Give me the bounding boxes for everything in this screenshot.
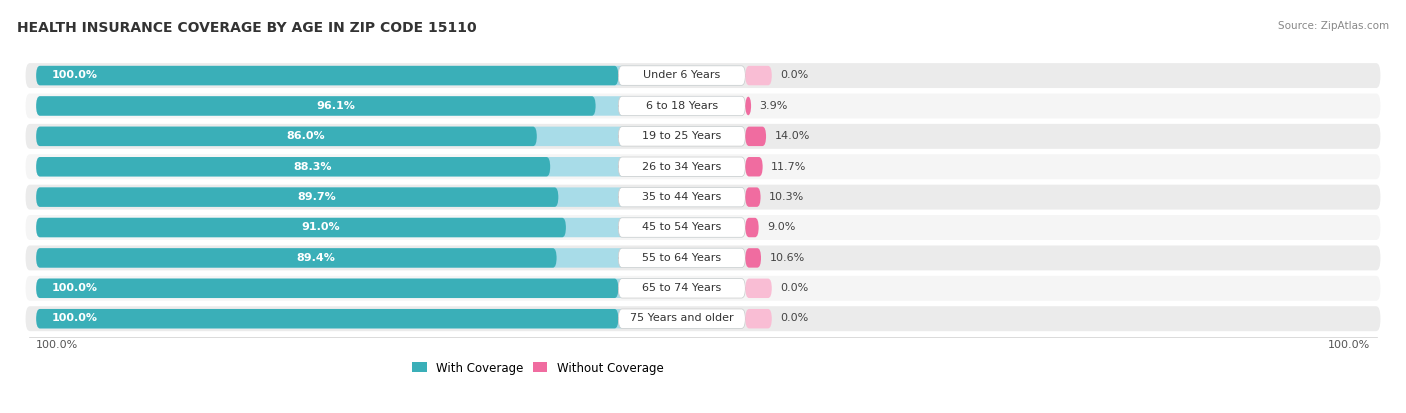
- FancyBboxPatch shape: [25, 64, 1381, 89]
- FancyBboxPatch shape: [37, 249, 745, 268]
- Text: 100.0%: 100.0%: [52, 70, 98, 80]
- FancyBboxPatch shape: [37, 66, 745, 86]
- Legend: With Coverage, Without Coverage: With Coverage, Without Coverage: [408, 356, 668, 379]
- FancyBboxPatch shape: [37, 188, 558, 207]
- FancyBboxPatch shape: [37, 127, 537, 147]
- Text: 88.3%: 88.3%: [294, 161, 332, 171]
- FancyBboxPatch shape: [745, 309, 772, 329]
- FancyBboxPatch shape: [745, 127, 766, 147]
- Text: 3.9%: 3.9%: [759, 100, 787, 111]
- FancyBboxPatch shape: [37, 188, 745, 207]
- FancyBboxPatch shape: [37, 127, 745, 147]
- FancyBboxPatch shape: [37, 97, 596, 116]
- FancyBboxPatch shape: [25, 306, 1381, 331]
- Text: 100.0%: 100.0%: [37, 339, 79, 349]
- Text: HEALTH INSURANCE COVERAGE BY AGE IN ZIP CODE 15110: HEALTH INSURANCE COVERAGE BY AGE IN ZIP …: [17, 21, 477, 35]
- FancyBboxPatch shape: [745, 158, 762, 177]
- FancyBboxPatch shape: [745, 249, 761, 268]
- FancyBboxPatch shape: [37, 158, 550, 177]
- FancyBboxPatch shape: [37, 309, 745, 329]
- FancyBboxPatch shape: [745, 188, 761, 207]
- FancyBboxPatch shape: [25, 94, 1381, 119]
- Text: 0.0%: 0.0%: [780, 70, 808, 80]
- FancyBboxPatch shape: [619, 127, 745, 147]
- Text: 91.0%: 91.0%: [301, 222, 340, 232]
- FancyBboxPatch shape: [619, 279, 745, 298]
- Text: 14.0%: 14.0%: [775, 131, 810, 141]
- FancyBboxPatch shape: [619, 218, 745, 237]
- FancyBboxPatch shape: [25, 155, 1381, 180]
- FancyBboxPatch shape: [37, 279, 745, 298]
- FancyBboxPatch shape: [25, 125, 1381, 150]
- FancyBboxPatch shape: [619, 188, 745, 207]
- Text: 96.1%: 96.1%: [316, 100, 354, 111]
- Text: 19 to 25 Years: 19 to 25 Years: [643, 131, 721, 141]
- FancyBboxPatch shape: [37, 309, 619, 329]
- Text: 11.7%: 11.7%: [770, 161, 807, 171]
- FancyBboxPatch shape: [25, 246, 1381, 271]
- FancyBboxPatch shape: [619, 249, 745, 268]
- FancyBboxPatch shape: [25, 276, 1381, 301]
- FancyBboxPatch shape: [37, 279, 619, 298]
- FancyBboxPatch shape: [37, 66, 619, 86]
- Text: 100.0%: 100.0%: [52, 282, 98, 292]
- FancyBboxPatch shape: [25, 216, 1381, 240]
- Text: 100.0%: 100.0%: [52, 313, 98, 323]
- Text: Source: ZipAtlas.com: Source: ZipAtlas.com: [1278, 21, 1389, 31]
- Text: 0.0%: 0.0%: [780, 313, 808, 323]
- Text: 89.7%: 89.7%: [297, 192, 336, 202]
- FancyBboxPatch shape: [37, 218, 745, 237]
- Text: 9.0%: 9.0%: [768, 222, 796, 232]
- FancyBboxPatch shape: [37, 218, 567, 237]
- Text: 75 Years and older: 75 Years and older: [630, 313, 734, 323]
- FancyBboxPatch shape: [619, 66, 745, 86]
- FancyBboxPatch shape: [745, 97, 751, 116]
- Text: 0.0%: 0.0%: [780, 282, 808, 292]
- FancyBboxPatch shape: [745, 66, 772, 86]
- FancyBboxPatch shape: [619, 97, 745, 116]
- FancyBboxPatch shape: [37, 158, 745, 177]
- FancyBboxPatch shape: [25, 185, 1381, 210]
- Text: 26 to 34 Years: 26 to 34 Years: [643, 161, 721, 171]
- Text: 89.4%: 89.4%: [297, 252, 335, 262]
- Text: 55 to 64 Years: 55 to 64 Years: [643, 252, 721, 262]
- FancyBboxPatch shape: [745, 279, 772, 298]
- FancyBboxPatch shape: [619, 158, 745, 177]
- Text: 10.6%: 10.6%: [769, 252, 804, 262]
- FancyBboxPatch shape: [745, 218, 759, 237]
- Text: 86.0%: 86.0%: [287, 131, 325, 141]
- Text: 65 to 74 Years: 65 to 74 Years: [643, 282, 721, 292]
- FancyBboxPatch shape: [619, 309, 745, 329]
- FancyBboxPatch shape: [37, 97, 745, 116]
- Text: Under 6 Years: Under 6 Years: [643, 70, 720, 80]
- Text: 100.0%: 100.0%: [1327, 339, 1369, 349]
- Text: 45 to 54 Years: 45 to 54 Years: [643, 222, 721, 232]
- Text: 35 to 44 Years: 35 to 44 Years: [643, 192, 721, 202]
- Text: 10.3%: 10.3%: [769, 192, 804, 202]
- FancyBboxPatch shape: [37, 249, 557, 268]
- Text: 6 to 18 Years: 6 to 18 Years: [645, 100, 718, 111]
